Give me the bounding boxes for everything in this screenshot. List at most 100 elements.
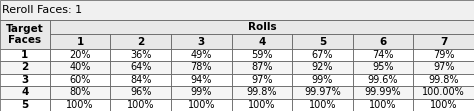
Bar (110, 74, 171, 86)
Bar (353, 34, 413, 49)
Text: 2: 2 (137, 37, 144, 47)
Text: 94%: 94% (191, 75, 212, 85)
Bar (110, 49, 171, 61)
Text: 5: 5 (21, 100, 28, 110)
Bar (0, 20, 50, 49)
Bar (171, 61, 232, 74)
Text: 96%: 96% (130, 87, 151, 97)
Bar (232, 99, 292, 111)
Bar (353, 86, 413, 99)
Text: 100%: 100% (127, 100, 155, 110)
Bar (171, 34, 232, 49)
Text: Target
Faces: Target Faces (6, 24, 44, 45)
Text: 67%: 67% (312, 50, 333, 60)
Bar (413, 99, 474, 111)
Bar (50, 61, 110, 74)
Text: 4: 4 (21, 87, 28, 97)
Bar (0, 61, 50, 74)
Text: 6: 6 (380, 37, 387, 47)
Bar (0, 74, 50, 86)
Bar (413, 34, 474, 49)
Bar (171, 74, 232, 86)
Text: 100%: 100% (430, 100, 457, 110)
Bar (232, 49, 292, 61)
Text: 99.6%: 99.6% (368, 75, 398, 85)
Text: 20%: 20% (69, 50, 91, 60)
Text: 100%: 100% (369, 100, 397, 110)
Text: 3: 3 (21, 75, 28, 85)
Text: 7: 7 (440, 37, 447, 47)
Text: 97%: 97% (433, 62, 455, 72)
Text: 92%: 92% (312, 62, 333, 72)
Bar (171, 49, 232, 61)
Bar (171, 86, 232, 99)
Bar (413, 61, 474, 74)
Text: 36%: 36% (130, 50, 151, 60)
Text: 60%: 60% (69, 75, 91, 85)
Text: 2: 2 (21, 62, 28, 72)
Bar (353, 61, 413, 74)
Text: 3: 3 (198, 37, 205, 47)
Bar (0, 0, 474, 20)
Text: 100.00%: 100.00% (422, 87, 465, 97)
Bar (50, 74, 110, 86)
Bar (50, 49, 110, 61)
Text: 49%: 49% (191, 50, 212, 60)
Bar (50, 99, 110, 111)
Text: Reroll Faces: 1: Reroll Faces: 1 (2, 5, 82, 15)
Text: 59%: 59% (251, 50, 273, 60)
Text: 74%: 74% (373, 50, 394, 60)
Bar (50, 86, 110, 99)
Bar (0, 99, 50, 111)
Text: 64%: 64% (130, 62, 151, 72)
Text: 87%: 87% (251, 62, 273, 72)
Bar (353, 49, 413, 61)
Text: 100%: 100% (248, 100, 276, 110)
Bar (353, 74, 413, 86)
Bar (110, 99, 171, 111)
Bar (413, 86, 474, 99)
Bar (110, 61, 171, 74)
Bar (232, 74, 292, 86)
Bar (50, 20, 474, 34)
Bar (292, 74, 353, 86)
Text: 99.99%: 99.99% (365, 87, 401, 97)
Bar (171, 99, 232, 111)
Bar (292, 86, 353, 99)
Bar (353, 99, 413, 111)
Bar (0, 49, 50, 61)
Bar (110, 86, 171, 99)
Text: 99.8%: 99.8% (428, 75, 459, 85)
Text: 84%: 84% (130, 75, 151, 85)
Text: 1: 1 (76, 37, 84, 47)
Text: 5: 5 (319, 37, 326, 47)
Text: Rolls: Rolls (247, 22, 276, 32)
Bar (413, 49, 474, 61)
Text: 97%: 97% (251, 75, 273, 85)
Bar (110, 34, 171, 49)
Bar (292, 49, 353, 61)
Bar (413, 74, 474, 86)
Text: 80%: 80% (69, 87, 91, 97)
Text: 4: 4 (258, 37, 265, 47)
Bar (232, 61, 292, 74)
Bar (0, 86, 50, 99)
Text: 99.97%: 99.97% (304, 87, 341, 97)
Text: 95%: 95% (373, 62, 394, 72)
Text: 100%: 100% (188, 100, 215, 110)
Bar (292, 61, 353, 74)
Bar (292, 34, 353, 49)
Text: 99%: 99% (312, 75, 333, 85)
Text: 40%: 40% (69, 62, 91, 72)
Text: 99.8%: 99.8% (246, 87, 277, 97)
Text: 99%: 99% (191, 87, 212, 97)
Bar (50, 34, 110, 49)
Bar (232, 34, 292, 49)
Text: 100%: 100% (66, 100, 94, 110)
Text: 1: 1 (21, 50, 28, 60)
Text: 100%: 100% (309, 100, 336, 110)
Bar (232, 86, 292, 99)
Text: 79%: 79% (433, 50, 455, 60)
Bar (292, 99, 353, 111)
Text: 78%: 78% (191, 62, 212, 72)
